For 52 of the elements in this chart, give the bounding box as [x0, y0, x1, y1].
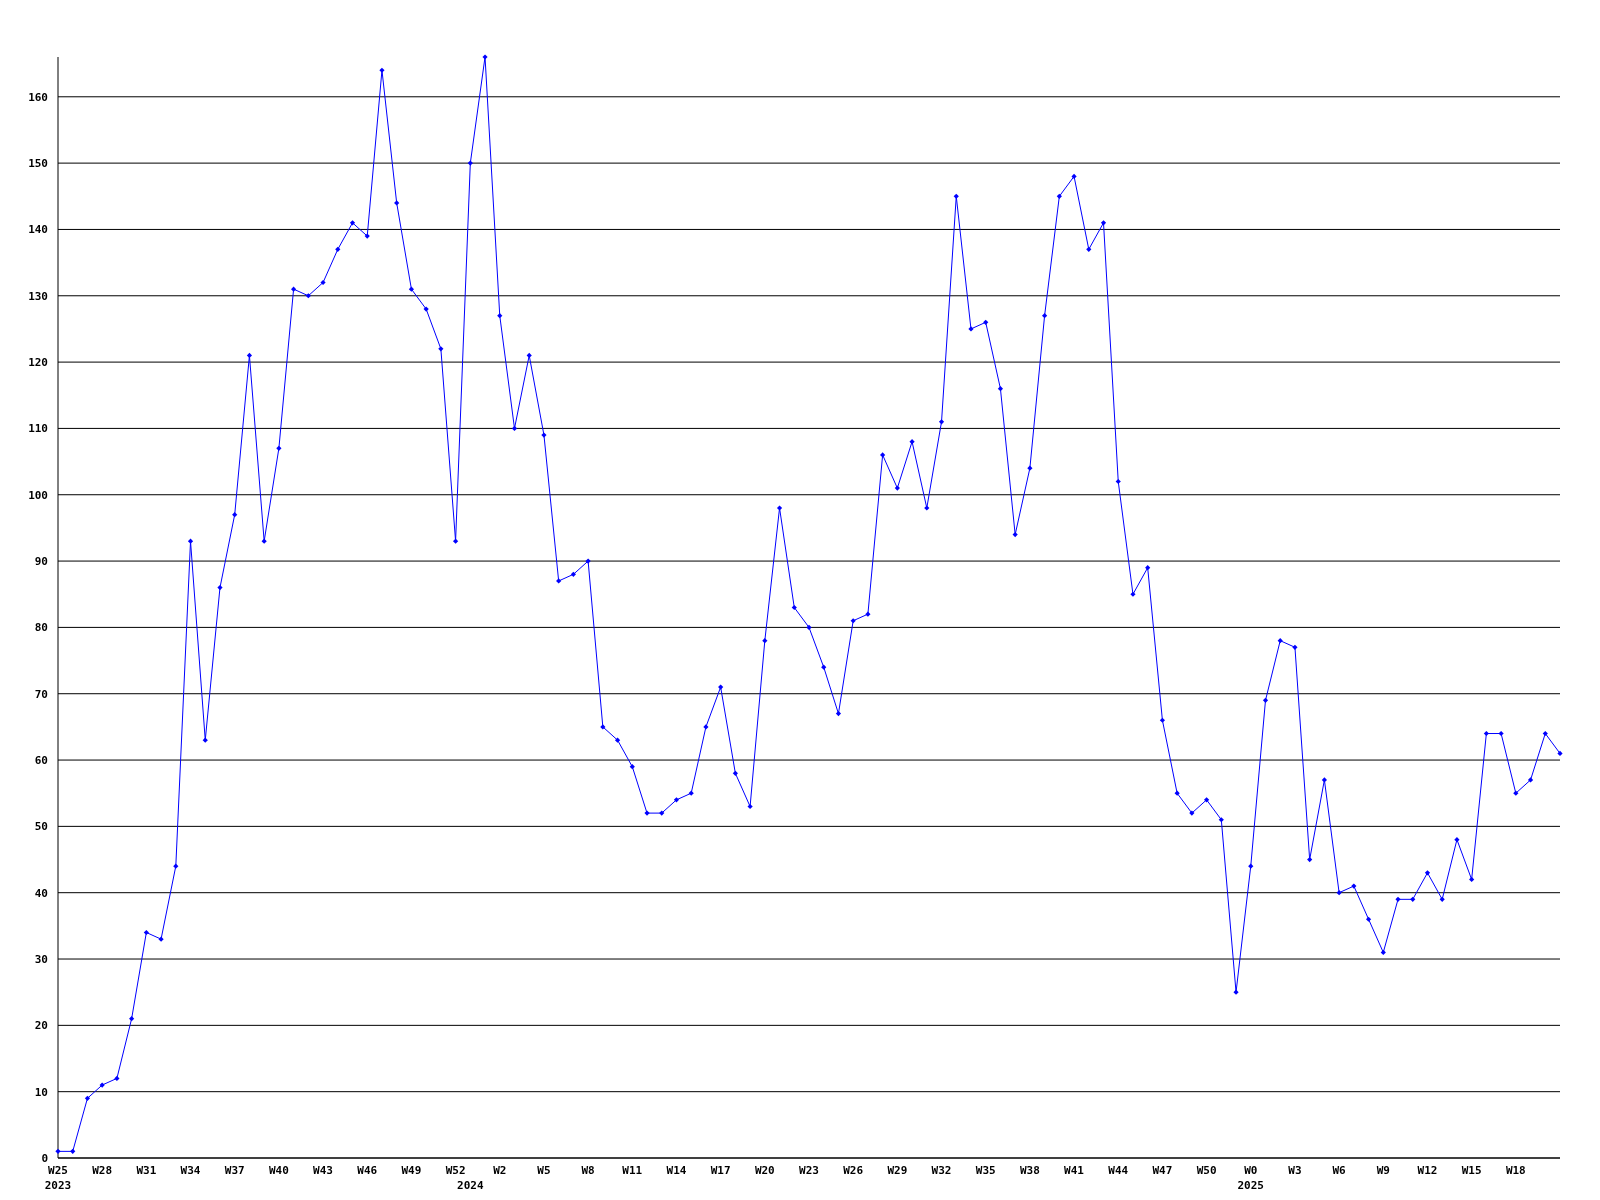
y-tick-label: 150 — [28, 156, 48, 170]
y-tick-label: 130 — [28, 289, 48, 303]
y-tick-label: 10 — [34, 1085, 48, 1099]
x-tick-label: W20 — [754, 1164, 775, 1177]
x-tick-label: W49 — [401, 1164, 422, 1177]
x-tick-label: W52 — [445, 1164, 466, 1177]
y-tick-label: 40 — [34, 886, 48, 900]
x-tick-label: W44 — [1108, 1164, 1129, 1177]
x-tick-label: W47 — [1152, 1164, 1173, 1177]
y-tick-label: 50 — [34, 820, 48, 834]
x-tick-label: W26 — [843, 1164, 864, 1177]
x-tick-label: W32 — [931, 1164, 952, 1177]
x-tick-label: W2 — [493, 1164, 507, 1177]
x-tick-label: W31 — [136, 1164, 157, 1177]
x-tick-label: W35 — [975, 1164, 996, 1177]
x-tick-label: W3 — [1288, 1164, 1302, 1177]
x-tick-label: W9 — [1376, 1164, 1390, 1177]
x-tick-label: W23 — [799, 1164, 819, 1177]
y-tick-label: 160 — [28, 90, 48, 104]
y-tick-label: 120 — [28, 355, 48, 369]
x-tick-label: W29 — [887, 1164, 908, 1177]
x-tick-label: W8 — [581, 1164, 595, 1177]
x-tick-label: W50 — [1196, 1164, 1217, 1177]
x-tick-label: W43 — [313, 1164, 333, 1177]
x-tick-label: W15 — [1461, 1164, 1482, 1177]
y-tick-label: 90 — [34, 554, 48, 568]
y-tick-label: 140 — [28, 223, 48, 237]
y-tick-label: 110 — [28, 422, 48, 436]
x-tick-label: W40 — [268, 1164, 289, 1177]
x-tick-label: W0 2025 — [1237, 1164, 1265, 1192]
x-tick-label: W28 — [92, 1164, 113, 1177]
y-tick-label: 100 — [28, 488, 48, 502]
x-tick-label: W14 — [666, 1164, 687, 1177]
y-tick-label: 60 — [34, 753, 48, 767]
y-tick-label: 0 — [41, 1151, 48, 1165]
x-tick-label: W11 — [622, 1164, 643, 1177]
x-tick-label: W25 2023 — [44, 1164, 72, 1192]
x-tick-label: W38 — [1019, 1164, 1040, 1177]
x-tick-label: W37 — [224, 1164, 245, 1177]
y-tick-label: 80 — [34, 621, 48, 635]
y-tick-label: 20 — [34, 1019, 48, 1033]
x-tick-label: W5 — [537, 1164, 551, 1177]
x-tick-label: W41 — [1064, 1164, 1085, 1177]
y-tick-label: 30 — [34, 952, 48, 966]
x-tick-label: W18 — [1505, 1164, 1526, 1177]
x-tick-label: W46 — [357, 1164, 378, 1177]
x-tick-label: 2024 — [457, 1179, 484, 1192]
x-tick-label: W12 — [1417, 1164, 1438, 1177]
x-tick-label: W6 — [1332, 1164, 1347, 1177]
y-tick-label: 70 — [34, 687, 48, 701]
x-tick-label: W17 — [710, 1164, 731, 1177]
x-tick-label: W34 — [180, 1164, 201, 1177]
